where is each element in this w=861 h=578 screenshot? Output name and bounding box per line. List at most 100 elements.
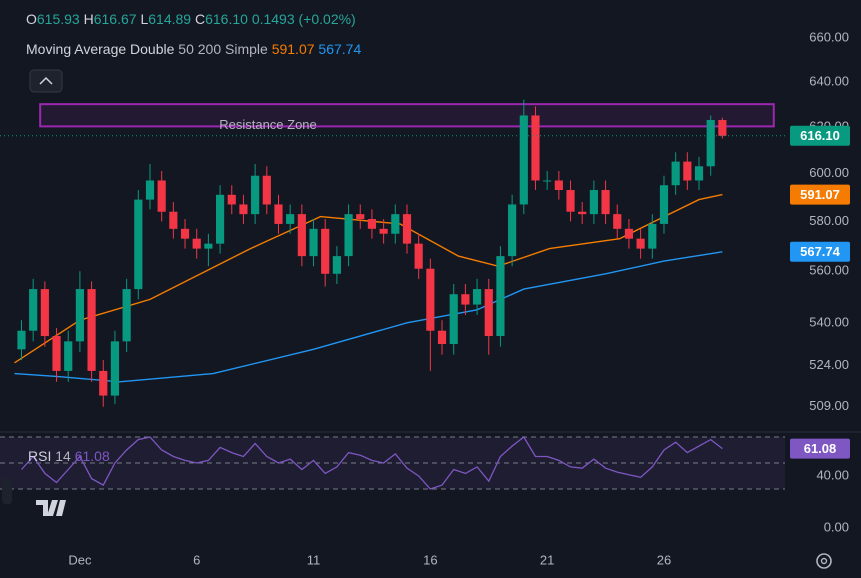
settings-button[interactable] (816, 553, 832, 569)
ohlc-value: 616.67 (94, 11, 137, 27)
y-tick-label: 509.00 (809, 398, 849, 413)
ma-legend: Moving Average Double 50 200 Simple 591.… (26, 41, 361, 57)
candle-body (64, 341, 73, 371)
candle-body (40, 289, 49, 337)
rsi-params: 14 (55, 448, 71, 464)
rsi-badge (790, 438, 850, 459)
logo (30, 494, 72, 522)
candle-body (134, 199, 143, 290)
candle-body (414, 243, 423, 269)
candle-body (449, 294, 458, 345)
candle-body (29, 289, 38, 331)
x-tick-label: 6 (193, 552, 200, 567)
rsi-legend: RSI 14 61.08 (28, 448, 110, 464)
candle-body (262, 175, 271, 205)
candle-body (671, 161, 680, 186)
candle-body (332, 256, 341, 274)
candle-body (344, 214, 353, 257)
y-tick-label: 580.00 (809, 213, 849, 228)
ma-badge (790, 184, 850, 205)
chevron-icon (39, 76, 53, 85)
side-tab[interactable] (2, 478, 12, 504)
change: 0.1493 (+0.02%) (252, 11, 356, 27)
logo-mark (36, 500, 66, 516)
plot-layer: 509.00524.00540.00560.00580.00600.00620.… (0, 30, 861, 567)
candle-body (239, 204, 248, 215)
candle-body (52, 336, 61, 371)
ohlc-value: 616.10 (205, 11, 248, 27)
candle-body (87, 289, 96, 371)
candle-body (99, 370, 108, 396)
last-price-label: 616.10 (800, 128, 840, 143)
y-tick-label: 540.00 (809, 314, 849, 329)
collapse-button[interactable] (29, 69, 63, 93)
candle-body (554, 180, 563, 191)
rsi-name: RSI (28, 448, 51, 464)
y-tick-label: 0.00 (824, 520, 849, 535)
button-frame (29, 69, 63, 93)
candle-body (613, 214, 622, 229)
candle-body (204, 243, 213, 249)
candle-body (461, 294, 470, 305)
candle-body (472, 289, 482, 305)
candle-body (286, 214, 295, 224)
candle-body (508, 204, 517, 257)
candle-body (215, 194, 225, 244)
candle-body (519, 115, 528, 205)
y-tick-label: 524.00 (809, 357, 849, 372)
candle-body (601, 190, 610, 215)
y-tick-label: 600.00 (809, 165, 849, 180)
ma-value: 567.74 (318, 41, 361, 57)
ohlc-legend: O615.93 H616.67 L614.89 C616.10 0.1493 (… (26, 11, 356, 27)
ohlc-value: 614.89 (148, 11, 191, 27)
candle-body (694, 166, 704, 181)
candle-body (297, 214, 306, 257)
candle-body (624, 228, 634, 239)
candle-body (402, 214, 412, 244)
candle-body (180, 228, 190, 239)
candle-body (227, 194, 236, 205)
candle-body (648, 223, 657, 249)
candle-body (706, 120, 715, 167)
resistance-zone (39, 103, 775, 128)
candle-body (321, 228, 330, 274)
candle-body (659, 185, 669, 224)
y-tick-label: 640.00 (809, 73, 849, 88)
y-tick-label: 660.00 (809, 30, 849, 45)
ma-label: 567.74 (800, 244, 841, 259)
indicator-params: 50 200 Simple (178, 41, 268, 57)
candle-body (251, 175, 260, 215)
x-tick-label: 21 (540, 552, 554, 567)
ma-label: 591.07 (800, 187, 840, 202)
candle-body (367, 219, 377, 229)
rsi-value: 61.08 (75, 448, 110, 464)
rsi-badge-label: 61.08 (804, 441, 837, 456)
candle-body (566, 190, 575, 212)
y-tick-label: 560.00 (809, 263, 849, 278)
x-tick-label: 16 (423, 552, 437, 567)
candle-body (169, 211, 178, 229)
candle-body (17, 330, 26, 350)
gear-icon (816, 553, 832, 569)
candle-body (192, 238, 201, 249)
moving-average-line (14, 251, 723, 383)
candle-body (110, 341, 120, 396)
ohlc-key: O (26, 11, 37, 27)
ohlc-value: 615.93 (37, 11, 80, 27)
ohlc-key: L (140, 11, 148, 27)
candle-body (356, 214, 365, 220)
candle-body (496, 256, 505, 337)
candle-body (578, 211, 587, 215)
candle-body (437, 330, 447, 345)
candle-body (309, 228, 318, 257)
rsi-line (21, 436, 723, 490)
x-tick-label: Dec (68, 552, 92, 567)
ma-value: 591.07 (272, 41, 315, 57)
zone-label: Resistance Zone (219, 117, 317, 132)
candle-body (531, 115, 540, 181)
gear-hub (820, 557, 828, 565)
last-price-badge (790, 125, 850, 146)
y-tick-label: 40.00 (816, 467, 849, 482)
